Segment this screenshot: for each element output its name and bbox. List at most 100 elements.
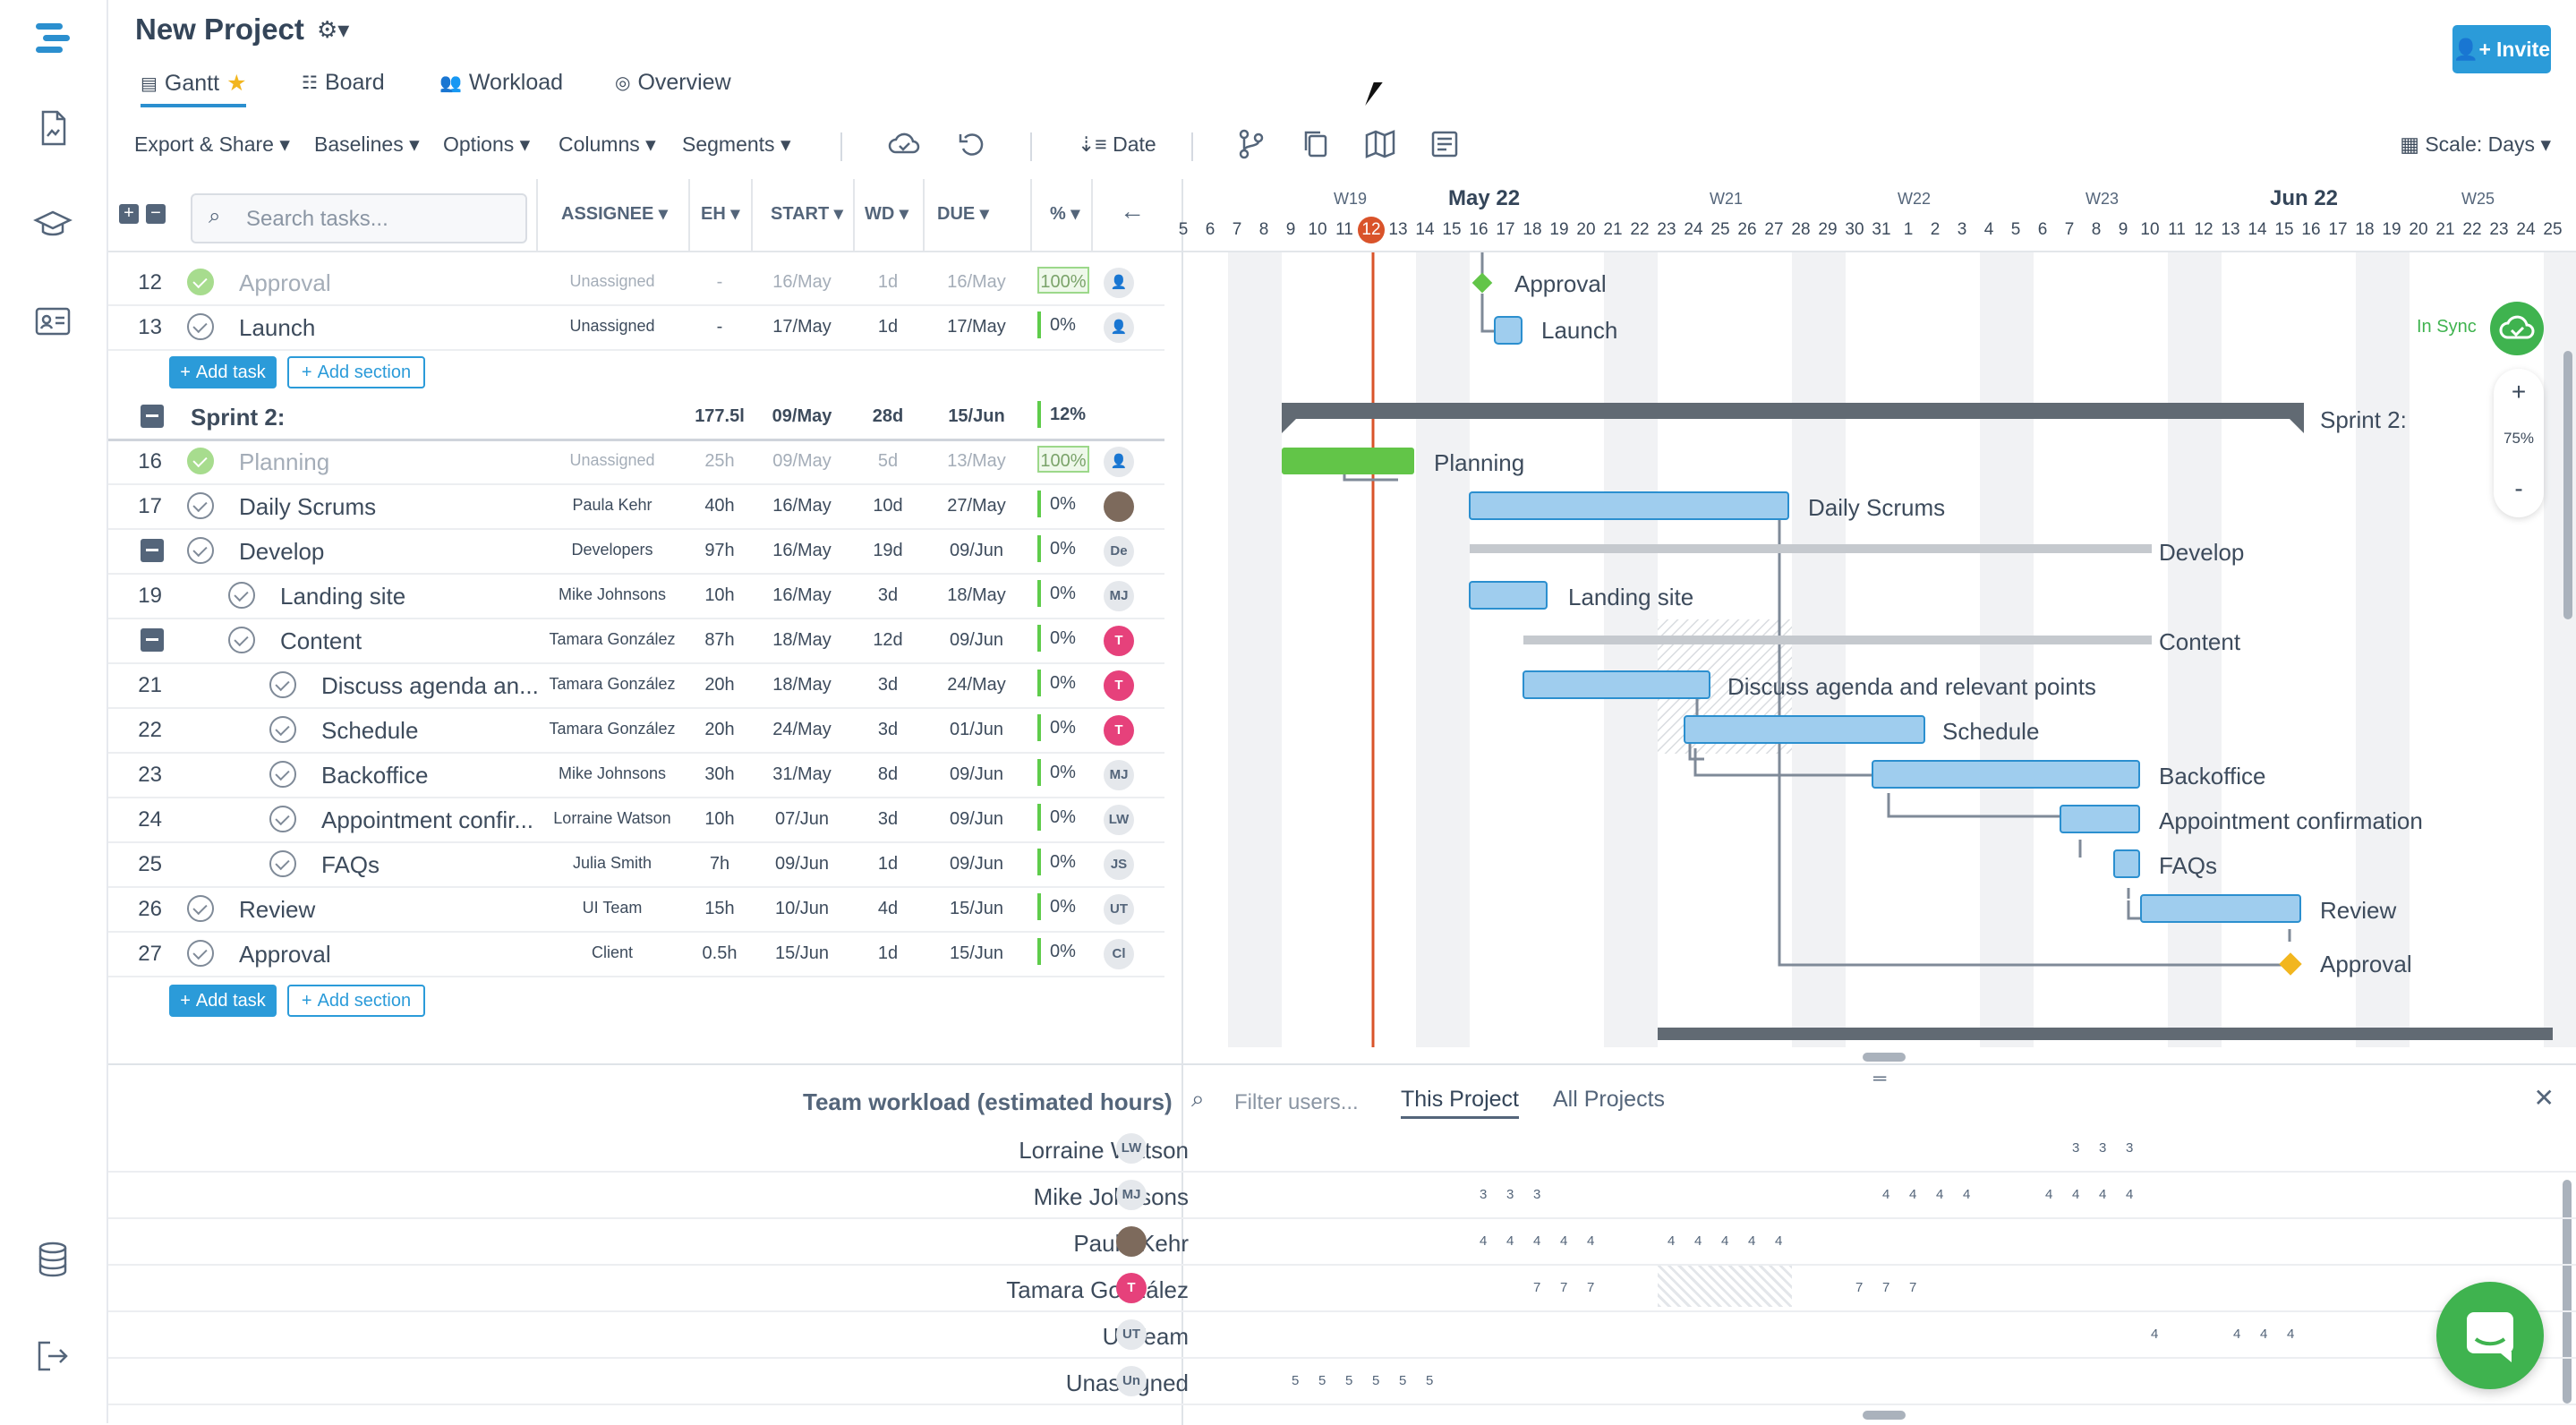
column-header-eh[interactable]: EH ▾ — [701, 204, 740, 224]
contact-card-icon[interactable] — [32, 301, 73, 342]
sprint-name[interactable]: Sprint 2: — [191, 404, 286, 431]
column-header-start[interactable]: START ▾ — [771, 204, 843, 224]
task-start[interactable]: 31/May — [772, 764, 832, 784]
task-complete-checkbox[interactable] — [269, 761, 296, 788]
task-eh[interactable]: 40h — [704, 496, 735, 516]
task-due[interactable]: 01/Jun — [949, 720, 1004, 739]
task-percent[interactable]: 0% — [1037, 625, 1089, 652]
task-start[interactable]: 09/May — [772, 451, 832, 471]
task-percent[interactable]: 0% — [1037, 535, 1089, 562]
task-wd[interactable]: 1d — [877, 943, 899, 963]
task-row[interactable]: 25 FAQs Julia Smith 7h 09/Jun 1d 09/Jun … — [108, 841, 1164, 888]
segments-menu[interactable]: Segments ▾ — [682, 132, 791, 156]
copy-icon[interactable] — [1299, 127, 1333, 161]
task-percent[interactable]: 100% — [1037, 267, 1089, 294]
task-complete-checkbox[interactable] — [269, 850, 296, 877]
task-percent[interactable]: 0% — [1037, 670, 1089, 696]
task-complete-checkbox[interactable] — [228, 627, 255, 653]
task-complete-checkbox[interactable] — [269, 716, 296, 743]
undo-icon[interactable] — [955, 127, 989, 161]
task-row[interactable]: 26 Review UI Team 15h 10/Jun 4d 15/Jun 0… — [108, 886, 1164, 933]
task-due[interactable]: 18/May — [947, 585, 1006, 605]
task-eh[interactable]: 20h — [704, 675, 735, 695]
task-percent[interactable]: 0% — [1037, 804, 1089, 831]
task-row[interactable]: 13 Launch Unassigned - 17/May 1d 17/May … — [108, 304, 1164, 351]
task-wd[interactable]: 1d — [877, 317, 899, 337]
task-due[interactable]: 09/Jun — [949, 854, 1004, 874]
task-percent[interactable]: 0% — [1037, 759, 1089, 786]
tab-workload[interactable]: 👥 Workload — [439, 70, 563, 96]
task-due[interactable]: 15/Jun — [949, 899, 1004, 918]
invite-button[interactable]: 👤+ Invite — [2452, 25, 2551, 73]
project-settings-icon[interactable]: ⚙▾ — [317, 16, 350, 43]
task-due[interactable]: 24/May — [947, 675, 1006, 695]
task-complete-checkbox[interactable] — [187, 940, 214, 967]
task-row[interactable]: 12 Approval Unassigned - 16/May 1d 16/Ma… — [108, 260, 1164, 306]
sprint-row[interactable]: Sprint 2: 177.5l 09/May 28d 15/Jun 12% — [108, 394, 1164, 441]
task-complete-checkbox[interactable] — [228, 582, 255, 609]
task-percent[interactable]: 100% — [1037, 446, 1089, 473]
tab-this-project[interactable]: This Project — [1401, 1087, 1519, 1119]
task-assignee[interactable]: Julia Smith — [572, 854, 653, 872]
task-due[interactable]: 15/Jun — [949, 943, 1004, 963]
task-name[interactable]: Launch — [239, 314, 316, 341]
task-eh[interactable]: 87h — [704, 630, 735, 650]
task-eh[interactable]: 10h — [704, 809, 735, 829]
task-wd[interactable]: 19d — [873, 541, 903, 560]
workload-hscroll[interactable] — [1863, 1411, 1906, 1420]
task-due[interactable]: 27/May — [947, 496, 1006, 516]
task-assignee[interactable]: Tamara González — [549, 720, 676, 738]
cloud-sync-icon[interactable] — [887, 127, 921, 161]
task-row[interactable]: 24 Appointment confir... Lorraine Watson… — [108, 797, 1164, 843]
task-row[interactable]: Develop Developers 97h 16/May 19d 09/Jun… — [108, 528, 1164, 575]
app-logo-icon[interactable] — [32, 18, 73, 59]
task-start[interactable]: 18/May — [772, 675, 832, 695]
add-task-button[interactable]: + Add task — [169, 985, 277, 1017]
task-due[interactable]: 09/Jun — [949, 764, 1004, 784]
task-start[interactable]: 16/May — [772, 541, 832, 560]
task-assignee[interactable]: Unassigned — [569, 317, 655, 335]
sort-date-button[interactable]: ⇣≡ Date — [1078, 132, 1156, 157]
export-share-menu[interactable]: Export & Share ▾ — [134, 132, 290, 156]
column-header-wd[interactable]: WD ▾ — [865, 204, 908, 224]
zoom-out-button[interactable]: - — [2514, 474, 2523, 502]
search-tasks-input[interactable]: ⌕ Search tasks... — [191, 193, 527, 243]
task-start[interactable]: 18/May — [772, 630, 832, 650]
task-row[interactable]: 16 Planning Unassigned 25h 09/May 5d 13/… — [108, 439, 1164, 485]
task-name[interactable]: Appointment confir... — [321, 806, 534, 833]
collapse-all-icon[interactable]: − — [146, 204, 166, 224]
task-start[interactable]: 16/May — [772, 496, 832, 516]
task-start[interactable]: 24/May — [772, 720, 832, 739]
task-name[interactable]: Daily Scrums — [239, 493, 377, 520]
task-row[interactable]: 21 Discuss agenda an... Tamara González … — [108, 662, 1164, 709]
chat-support-button[interactable] — [2436, 1282, 2544, 1389]
star-icon[interactable]: ★ — [226, 71, 247, 96]
task-start[interactable]: 15/Jun — [774, 943, 830, 963]
task-assignee[interactable]: Lorraine Watson — [553, 809, 671, 827]
add-task-button[interactable]: + Add task — [169, 356, 277, 388]
task-wd[interactable]: 3d — [877, 585, 899, 605]
task-assignee[interactable]: Client — [591, 943, 634, 961]
add-section-button[interactable]: + Add section — [287, 356, 425, 388]
task-assignee[interactable]: Mike Johnsons — [558, 764, 667, 782]
task-name[interactable]: Review — [239, 896, 316, 923]
baselines-menu[interactable]: Baselines ▾ — [314, 132, 420, 156]
task-wd[interactable]: 4d — [877, 899, 899, 918]
task-row[interactable]: Content Tamara González 87h 18/May 12d 0… — [108, 618, 1164, 664]
task-complete-checkbox[interactable] — [187, 492, 214, 519]
task-eh[interactable]: 30h — [704, 764, 735, 784]
task-percent[interactable]: 0% — [1037, 580, 1089, 607]
task-wd[interactable]: 8d — [877, 764, 899, 784]
task-due[interactable]: 16/May — [947, 272, 1006, 292]
pane-divider[interactable] — [1181, 179, 1183, 1423]
task-row[interactable]: 17 Daily Scrums Paula Kehr 40h 16/May 10… — [108, 483, 1164, 530]
task-name[interactable]: Schedule — [321, 717, 419, 744]
task-wd[interactable]: 3d — [877, 809, 899, 829]
map-icon[interactable] — [1363, 127, 1397, 161]
task-complete-checkbox[interactable] — [187, 448, 214, 474]
workload-row[interactable]: UI Team UT 4 4 4 4 — [108, 1312, 2576, 1359]
task-assignee[interactable]: Developers — [571, 541, 653, 559]
workload-scrollbar[interactable] — [2563, 1180, 2572, 1404]
workload-row[interactable]: Paula Kehr 4 4 4 4 4 4 4 4 4 4 — [108, 1219, 2576, 1266]
task-start[interactable]: 07/Jun — [774, 809, 830, 829]
